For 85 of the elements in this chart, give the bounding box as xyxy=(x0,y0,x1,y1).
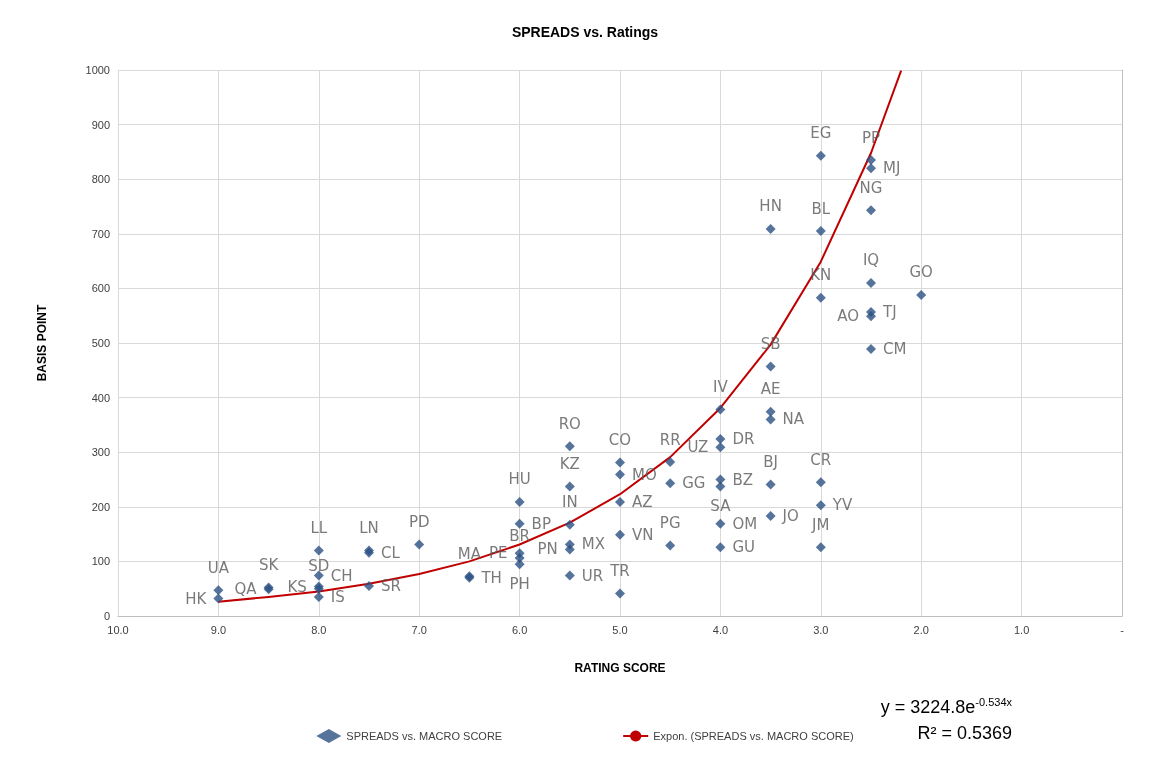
x-tick-label: 5.0 xyxy=(612,623,628,636)
y-tick-label: 100 xyxy=(91,555,110,568)
data-label: HU xyxy=(508,470,531,489)
data-label: PG xyxy=(659,514,681,533)
data-label: RO xyxy=(558,414,581,433)
data-label: TR xyxy=(609,562,630,581)
data-label: DR xyxy=(732,430,755,449)
data-label: KZ xyxy=(559,455,580,474)
data-label: SR xyxy=(381,576,401,595)
data-label: AZ xyxy=(632,492,653,511)
data-label: IS xyxy=(330,587,345,606)
data-label: IV xyxy=(713,378,729,397)
data-label: HK xyxy=(185,589,208,608)
y-tick-label: 500 xyxy=(91,337,110,349)
data-label: BR xyxy=(509,526,530,545)
data-label: HN xyxy=(759,197,782,216)
data-label: GU xyxy=(732,538,756,557)
data-label: SD xyxy=(308,557,330,576)
x-tick-label: 6.0 xyxy=(511,623,528,636)
data-label: UZ xyxy=(687,438,709,457)
x-tick-label: - xyxy=(1120,623,1125,636)
data-label: CR xyxy=(810,450,832,469)
legend-label: SPREADS vs. MACRO SCORE xyxy=(346,730,503,742)
y-tick-label: 0 xyxy=(103,610,110,622)
data-label: IN xyxy=(561,493,578,512)
x-tick-label: 8.0 xyxy=(311,623,327,636)
x-tick-label: 4.0 xyxy=(712,623,729,636)
data-label: BP xyxy=(531,514,551,533)
data-label: CH xyxy=(330,566,353,585)
data-label: IQ xyxy=(862,251,880,270)
y-axis-title: BASIS POINT xyxy=(35,304,49,382)
data-label: LL xyxy=(310,518,328,537)
data-label: LN xyxy=(359,518,379,537)
data-label: CM xyxy=(883,340,907,359)
data-label: BZ xyxy=(732,470,753,489)
data-label: UR xyxy=(581,566,604,585)
text: R² = 0.5369 xyxy=(917,723,1012,743)
data-label: OM xyxy=(732,514,758,533)
y-tick-label: 200 xyxy=(91,500,110,513)
data-label: NA xyxy=(782,410,805,429)
data-label: KN xyxy=(810,266,832,285)
data-label: TH xyxy=(480,568,502,587)
data-label: JM xyxy=(811,515,830,534)
data-label: PN xyxy=(537,540,558,559)
x-tick-label: 9.0 xyxy=(210,623,227,636)
data-label: BJ xyxy=(763,452,778,471)
y-tick-label: 300 xyxy=(91,446,110,459)
y-tick-label: 900 xyxy=(91,118,110,131)
data-label: MA xyxy=(457,544,482,563)
y-tick-label: 400 xyxy=(91,391,110,404)
x-tick-label: 1.0 xyxy=(1013,623,1030,636)
data-label: SA xyxy=(710,497,732,516)
data-label: KS xyxy=(287,577,307,596)
data-label: BL xyxy=(811,199,831,218)
y-tick-label: 800 xyxy=(91,173,110,186)
data-label: GG xyxy=(682,474,706,493)
data-label: SK xyxy=(258,556,280,575)
x-tick-label: 7.0 xyxy=(411,623,427,636)
x-tick-label: 2.0 xyxy=(913,623,929,636)
data-label: MX xyxy=(581,535,606,554)
data-label: PD xyxy=(408,512,430,531)
data-label: AE xyxy=(760,380,781,399)
data-label: PH xyxy=(509,574,530,593)
data-label: MJ xyxy=(883,159,901,178)
data-label: UA xyxy=(207,558,230,577)
data-label: NG xyxy=(859,178,883,197)
y-tick-label: 700 xyxy=(91,227,110,240)
data-label: CO xyxy=(608,431,632,450)
data-label: CL xyxy=(381,543,401,562)
data-label: JO xyxy=(781,507,799,526)
x-axis-title: RATING SCORE xyxy=(574,661,666,675)
y-tick-label: 600 xyxy=(91,282,110,295)
data-label: RR xyxy=(659,430,681,449)
legend-label: Expon. (SPREADS vs. MACRO SCORE) xyxy=(653,730,854,742)
data-label: EG xyxy=(810,124,832,143)
data-label: GO xyxy=(909,263,933,282)
x-tick-label: 3.0 xyxy=(813,623,829,636)
data-label: TJ xyxy=(882,302,897,321)
y-tick-label: 1000 xyxy=(85,64,110,76)
data-label: AO xyxy=(837,307,859,326)
data-label: YV xyxy=(831,496,853,515)
x-tick-label: 10.0 xyxy=(107,623,129,636)
chart-title: SPREADS vs. Ratings xyxy=(511,24,659,40)
data-label: VN xyxy=(632,525,654,544)
data-label: QA xyxy=(234,580,258,599)
